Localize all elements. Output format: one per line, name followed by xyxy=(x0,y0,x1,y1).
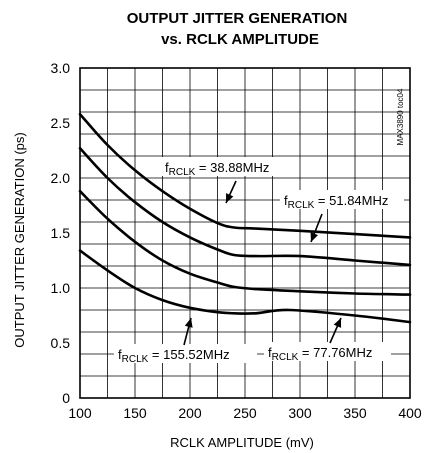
x-tick-label: 300 xyxy=(288,405,312,421)
y-tick-label: 1.0 xyxy=(51,280,71,296)
y-tick-label: 0 xyxy=(62,390,70,406)
series-line-155-52 xyxy=(78,249,412,324)
series-line-77-76 xyxy=(78,189,412,296)
chart-subtitle: vs. RCLK AMPLITUDE xyxy=(161,31,319,48)
x-tick-label: 400 xyxy=(398,405,422,421)
series-line-51-84 xyxy=(78,147,412,267)
y-tick-label: 0.5 xyxy=(51,335,71,351)
annotation-arrowhead-155-52 xyxy=(184,318,193,328)
annotations: fRCLK = 38.88MHz fRCLK = 51.84MHz fRCLK = … xyxy=(114,157,404,365)
y-tick-label: 3.0 xyxy=(51,60,71,76)
annotation-label-51-84: fRCLK = 51.84MHz xyxy=(284,193,388,211)
annotation-box-51-84 xyxy=(280,190,404,209)
x-tick-label: 350 xyxy=(343,405,367,421)
y-tick-label: 2.0 xyxy=(51,170,71,186)
x-tick-label: 100 xyxy=(68,405,92,421)
x-tick-label: 150 xyxy=(123,405,147,421)
part-code: MAX3890 toc04 xyxy=(396,88,405,145)
annotation-label-77-76: fRCLK = 77.76MHz xyxy=(268,345,372,363)
plot-frame xyxy=(79,67,411,399)
y-tick-label: 1.5 xyxy=(51,225,71,241)
annotation-arrowhead-38-88 xyxy=(226,193,234,203)
x-tick-label: 200 xyxy=(178,405,202,421)
annotation-label-38-88: fRCLK = 38.88MHz xyxy=(165,160,269,178)
annotation-arrowhead-51-84 xyxy=(310,232,319,242)
annotation-box-155-52 xyxy=(114,344,257,363)
tick-labels: 100 150 200 250 300 350 400 0 0.5 1.0 1.5 2.0 2.5 3.0 xyxy=(51,60,422,421)
x-tick-label: 250 xyxy=(233,405,257,421)
y-axis-label: OUTPUT JITTER GENERATION (ps) xyxy=(12,132,27,347)
annotation-arrowhead-77-76 xyxy=(333,318,342,328)
chart-title: OUTPUT JITTER GENERATION xyxy=(127,10,348,27)
annotation-box-77-76 xyxy=(264,342,391,361)
y-tick-label: 2.5 xyxy=(51,115,71,131)
annotation-box-38-88 xyxy=(161,157,294,176)
x-axis-label: RCLK AMPLITUDE (mV) xyxy=(170,435,314,450)
annotation-label-155-52: fRCLK = 155.52MHz xyxy=(118,347,230,365)
grid xyxy=(80,68,410,398)
